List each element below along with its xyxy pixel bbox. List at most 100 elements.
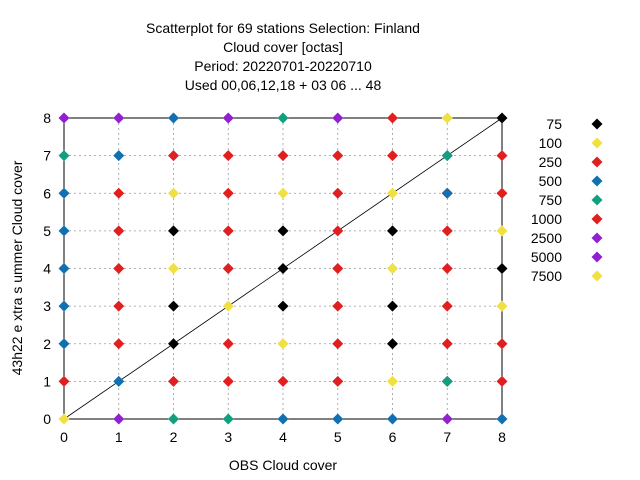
data-point-75 (387, 225, 398, 237)
data-point-75 (277, 300, 289, 312)
title-line: Used 00,06,12,18 + 03 06 ... 48 (185, 77, 382, 93)
legend-marker (591, 175, 603, 187)
title-line: Period: 20220701-20220710 (194, 58, 372, 74)
data-point-500 (58, 263, 70, 274)
y-axis-label: 43h22 e xtra s ummer Cloud cover (9, 160, 25, 375)
x-tick-label: 0 (60, 429, 68, 445)
y-tick-label: 4 (43, 261, 51, 277)
x-tick-label: 2 (170, 429, 178, 445)
data-point-250 (277, 150, 289, 162)
data-point-500 (58, 225, 70, 237)
data-point-100 (387, 263, 398, 274)
y-tick-label: 5 (43, 223, 51, 239)
title-line: Cloud cover [octas] (223, 39, 343, 55)
data-point-100 (168, 187, 179, 199)
data-point-750 (277, 112, 289, 124)
legend-label: 2500 (531, 230, 562, 246)
data-point-100 (387, 187, 398, 199)
data-point-250 (168, 375, 179, 387)
x-tick-label: 7 (443, 429, 451, 445)
data-point-500 (332, 413, 344, 425)
data-point-500 (387, 413, 398, 425)
legend-label: 500 (539, 173, 563, 189)
data-point-250 (441, 263, 453, 274)
data-point-2500 (222, 112, 234, 124)
data-point-75 (168, 225, 179, 237)
data-point-2500 (332, 112, 344, 124)
data-point-100 (58, 413, 70, 425)
data-point-100 (387, 375, 398, 387)
data-point-250 (113, 338, 125, 350)
x-tick-label: 1 (115, 429, 123, 445)
data-point-75 (168, 338, 179, 350)
legend-marker (591, 156, 603, 168)
data-point-250 (222, 375, 234, 387)
data-point-500 (58, 187, 70, 199)
legend-label: 1000 (531, 211, 562, 227)
data-point-250 (222, 187, 234, 199)
data-point-100 (441, 112, 453, 124)
data-point-250 (496, 375, 508, 387)
data-point-75 (496, 112, 508, 124)
legend-marker (591, 213, 603, 225)
data-point-500 (113, 375, 125, 387)
data-point-2500 (113, 112, 125, 124)
axis-ticks: 0 1 2 3 4 5 6 7 8 0 1 2 3 4 5 6 7 8 (43, 110, 506, 445)
data-point-250 (332, 375, 344, 387)
data-point-2500 (58, 112, 70, 124)
y-tick-label: 1 (43, 373, 51, 389)
data-point-750 (222, 413, 234, 425)
legend-marker (591, 232, 603, 244)
data-point-250 (441, 300, 453, 312)
data-point-75 (277, 225, 289, 237)
data-point-500 (168, 112, 179, 124)
data-point-250 (222, 338, 234, 350)
data-point-500 (277, 413, 289, 425)
legend: 75 100 250 500 750 1000 2500 5000 7500 (531, 116, 603, 284)
x-tick-label: 6 (389, 429, 397, 445)
data-point-500 (58, 300, 70, 312)
x-tick-label: 5 (334, 429, 342, 445)
data-point-750 (58, 150, 70, 162)
legend-label: 5000 (531, 249, 562, 265)
legend-marker (591, 137, 603, 149)
data-point-750 (441, 150, 453, 162)
y-tick-label: 8 (43, 110, 51, 126)
data-point-75 (277, 263, 289, 274)
data-point-250 (277, 375, 289, 387)
data-point-75 (496, 263, 508, 274)
data-point-250 (441, 225, 453, 237)
data-point-250 (168, 150, 179, 162)
data-point-75 (387, 338, 398, 350)
legend-marker (591, 251, 603, 263)
data-point-500 (441, 187, 453, 199)
legend-marker (591, 270, 603, 282)
data-point-2500 (441, 413, 453, 425)
data-point-250 (222, 225, 234, 237)
data-point-250 (332, 300, 344, 312)
data-point-250 (113, 300, 125, 312)
legend-label: 75 (546, 116, 562, 132)
data-point-75 (387, 300, 398, 312)
data-point-500 (58, 338, 70, 350)
data-point-250 (332, 338, 344, 350)
data-point-500 (496, 413, 508, 425)
y-tick-label: 3 (43, 298, 51, 314)
y-tick-label: 0 (43, 411, 51, 427)
data-point-100 (168, 263, 179, 274)
data-point-100 (496, 225, 508, 237)
title-line: Scatterplot for 69 stations Selection: F… (146, 20, 420, 36)
data-point-250 (332, 263, 344, 274)
y-tick-label: 7 (43, 148, 51, 164)
data-point-2500 (113, 413, 125, 425)
legend-marker (591, 118, 603, 130)
x-axis-label: OBS Cloud cover (229, 457, 337, 473)
data-point-250 (496, 338, 508, 350)
data-point-250 (496, 150, 508, 162)
data-point-250 (496, 187, 508, 199)
data-point-500 (113, 150, 125, 162)
data-point-100 (277, 187, 289, 199)
x-tick-label: 4 (279, 429, 287, 445)
legend-label: 750 (539, 192, 563, 208)
